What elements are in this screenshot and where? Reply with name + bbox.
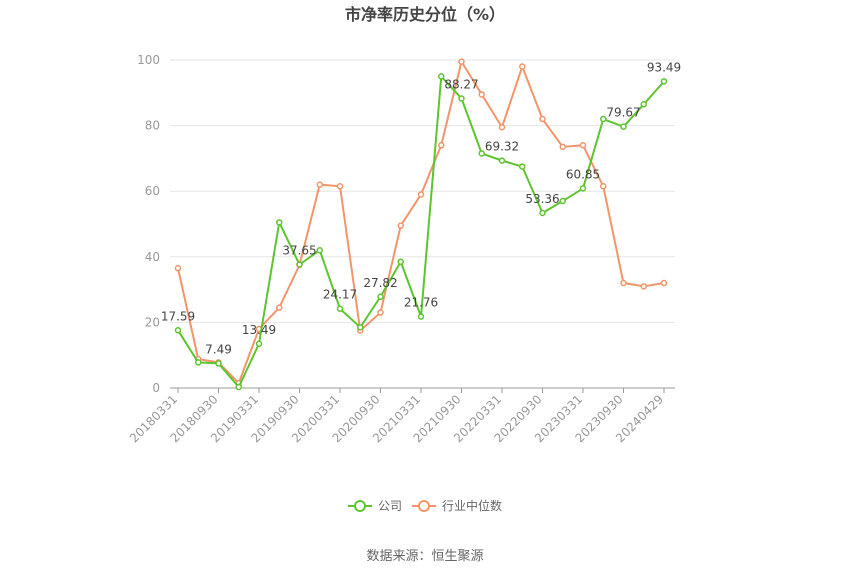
data-point-company (579, 185, 587, 192)
data-point-industry (478, 91, 485, 98)
data-point-company (235, 383, 242, 391)
data-point-company (174, 327, 182, 334)
data-point-industry (438, 142, 445, 149)
data-point-industry (336, 183, 344, 190)
data-point-company (397, 258, 404, 265)
data-point-industry (640, 283, 647, 290)
data-point-industry (559, 143, 566, 151)
y-axis-ticks: 0 20 40 60 80 100 (137, 53, 160, 395)
data-point-industry (498, 123, 506, 131)
data-point-company (438, 73, 445, 80)
data-point-company (559, 197, 566, 205)
data-point-company (620, 123, 627, 130)
data-point-company (296, 261, 303, 268)
data-labels: 17.59 7.49 13.49 37.65 24.17 27.82 21.76 88.27 6… (161, 60, 681, 356)
data-point-industry (660, 279, 668, 287)
y-tick-label: 100 (137, 53, 160, 67)
data-label: 24.17 (323, 288, 357, 302)
legend-label-company: 公司 (378, 499, 402, 513)
data-point-company (377, 293, 384, 301)
series-industry (174, 58, 668, 387)
data-label: 13.49 (242, 323, 276, 337)
data-point-industry (377, 309, 384, 316)
data-point-company (600, 115, 607, 123)
legend-marker-industry (418, 500, 430, 512)
data-label: 93.49 (647, 60, 681, 74)
y-tick-label: 20 (145, 315, 160, 329)
data-point-company (417, 313, 425, 320)
data-point-company (660, 78, 668, 85)
data-label: 27.82 (363, 276, 397, 290)
data-label: 17.59 (161, 309, 195, 323)
data-point-company (255, 340, 263, 348)
legend-item-industry[interactable]: 行业中位数 (412, 498, 502, 513)
series-lines (174, 58, 668, 391)
y-tick-label: 0 (152, 381, 160, 395)
series-line-company (177, 75, 665, 389)
data-point-industry (579, 142, 587, 149)
data-point-company (458, 95, 465, 102)
data-point-company (498, 157, 506, 164)
legend-item-company[interactable]: 公司 (348, 499, 402, 513)
data-point-industry (397, 222, 404, 229)
data-point-company (215, 360, 222, 367)
y-tick-label: 60 (145, 184, 160, 198)
data-label: 69.32 (485, 140, 519, 154)
data-point-company (316, 246, 323, 254)
chart-title: 市净率历史分位（%） (345, 5, 505, 24)
data-label: 21.76 (404, 296, 438, 310)
data-point-company (478, 150, 485, 157)
data-point-industry (600, 183, 607, 190)
data-point-company (357, 324, 364, 331)
y-tick-label: 80 (145, 119, 160, 133)
data-point-industry (417, 191, 425, 198)
data-label: 88.27 (444, 77, 478, 91)
data-point-industry (458, 58, 465, 65)
data-point-industry (539, 115, 546, 123)
data-label: 53.36 (525, 192, 559, 206)
data-point-company (276, 219, 283, 226)
data-point-company (539, 209, 546, 217)
data-point-industry (316, 181, 323, 188)
legend-marker-company (354, 500, 366, 512)
data-point-industry (174, 265, 182, 272)
series-company (174, 73, 668, 391)
legend[interactable]: 公司 行业中位数 (348, 498, 502, 513)
data-label: 79.67 (606, 106, 640, 120)
data-label: 7.49 (205, 342, 232, 356)
data-label: 60.85 (566, 167, 600, 181)
source-note: 数据来源：恒生聚源 (366, 549, 483, 564)
data-point-company (195, 359, 202, 366)
data-point-industry (620, 279, 627, 287)
data-label: 37.65 (282, 244, 316, 258)
data-point-industry (519, 63, 526, 70)
data-point-industry (276, 304, 283, 311)
legend-label-industry: 行业中位数 (442, 498, 502, 513)
x-axis: 2018033120180930201903312019093020200331… (127, 387, 675, 445)
data-point-company (640, 101, 647, 108)
data-point-company (519, 163, 526, 170)
data-point-company (336, 305, 344, 312)
y-tick-label: 40 (145, 250, 160, 264)
